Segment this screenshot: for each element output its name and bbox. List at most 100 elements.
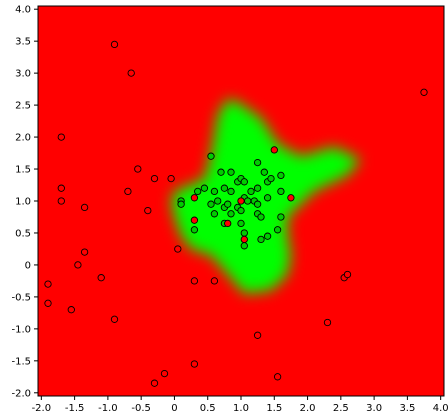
data-point-s0-24 [224, 200, 232, 208]
data-point-s1-28 [343, 270, 352, 279]
data-point-s1-25 [273, 373, 282, 381]
data-point-s0-30 [263, 194, 272, 202]
data-point-s0-43 [273, 226, 282, 234]
data-point-s1-22 [160, 369, 169, 378]
data-point-s0-3 [253, 158, 262, 167]
data-point-s0-36 [277, 213, 285, 221]
data-point-s1-32 [190, 194, 199, 202]
data-points [44, 40, 428, 387]
data-point-s0-4 [260, 168, 268, 176]
data-point-s0-41 [257, 235, 265, 244]
x-axis: -2.0 -1.5 -1.0 -0.5 0 0.5 1.0 1.5 2.0 2.5 3.0 3.5 4.… [32, 396, 448, 414]
data-point-s1-14 [144, 206, 152, 215]
data-point-s1-4 [44, 280, 52, 288]
data-point-s1-6 [67, 306, 75, 314]
data-point-s1-2 [57, 197, 65, 205]
y-axis: 4.0 3.5 3.0 2.5 2.0 1.5 1.0 0.5 0 -0.5 -1.0 -1.5 -2.… [11, 5, 38, 399]
x-tick-label: 0.5 [200, 403, 216, 414]
x-tick-label: 0 [171, 403, 177, 414]
data-point-s0-9 [220, 184, 229, 192]
y-tick-label: 1.0 [15, 197, 31, 208]
data-point-s1-30 [270, 146, 278, 154]
y-tick-label: -2.0 [11, 388, 31, 399]
y-tick-label: 0 [25, 260, 31, 271]
data-point-s0-13 [240, 178, 248, 186]
data-point-s0-18 [277, 187, 285, 196]
data-point-s0-10 [227, 187, 235, 196]
data-point-s0-29 [253, 200, 262, 208]
data-point-s1-5 [44, 299, 52, 307]
data-point-s1-16 [167, 174, 175, 183]
y-tick-label: 2.5 [15, 101, 31, 112]
data-point-s1-24 [253, 331, 262, 339]
data-point-s1-12 [124, 187, 132, 196]
data-point-s1-23 [150, 379, 159, 387]
y-tick-label: 2.0 [15, 133, 31, 144]
data-point-s1-26 [323, 318, 332, 327]
data-point-s1-35 [224, 219, 232, 228]
data-point-s0-31 [210, 210, 219, 218]
data-point-s1-11 [127, 69, 135, 77]
data-point-s1-31 [287, 194, 295, 202]
data-point-s1-17 [174, 245, 182, 253]
data-point-s0-20 [177, 200, 185, 208]
data-point-s1-8 [80, 248, 89, 256]
data-point-s1-1 [57, 184, 65, 192]
data-point-s0-27 [244, 197, 252, 205]
y-tick-label: -0.5 [11, 292, 31, 303]
data-point-s0-1 [217, 168, 225, 176]
data-point-s1-9 [97, 274, 105, 282]
data-point-s1-20 [110, 315, 119, 323]
data-point-s1-15 [150, 174, 159, 183]
x-tick-label: 2.0 [300, 403, 316, 414]
y-tick-label: 3.0 [15, 69, 31, 80]
x-tick-label: 2.5 [333, 403, 349, 414]
data-point-s0-37 [190, 226, 199, 234]
x-tick-label: -0.5 [131, 403, 151, 414]
data-point-s1-10 [110, 40, 119, 49]
data-point-s0-21 [207, 200, 215, 208]
data-point-s1-0 [57, 133, 65, 141]
x-tick-label: 3.5 [399, 403, 415, 414]
x-tick-label: 3.0 [366, 403, 382, 414]
data-point-s1-13 [134, 165, 142, 173]
y-tick-label: 0.5 [15, 228, 31, 239]
data-point-s0-14 [247, 187, 255, 196]
data-point-s0-42 [263, 232, 272, 240]
data-point-s1-36 [240, 235, 248, 244]
data-point-s0-40 [240, 229, 248, 237]
data-point-s1-29 [420, 88, 428, 96]
data-point-s0-44 [240, 242, 248, 250]
x-tick-label: -1.5 [65, 403, 85, 414]
data-point-s1-21 [190, 360, 199, 368]
data-point-s1-33 [237, 197, 245, 205]
data-point-s0-39 [237, 219, 245, 228]
data-point-s1-34 [190, 216, 199, 224]
data-point-s0-33 [237, 206, 245, 215]
x-tick-label: -2.0 [32, 403, 52, 414]
data-point-s0-17 [267, 174, 275, 183]
y-tick-label: 4.0 [15, 5, 31, 16]
data-point-s0-8 [210, 187, 219, 196]
data-point-s0-2 [227, 168, 235, 176]
y-tick-label: 1.5 [15, 165, 31, 176]
x-tick-label: -1.0 [98, 403, 118, 414]
x-tick-label: 4.0 [433, 403, 448, 414]
data-point-s1-18 [190, 277, 199, 285]
y-tick-label: -1.5 [11, 356, 31, 367]
data-point-s0-7 [200, 184, 209, 192]
data-point-s0-32 [227, 210, 235, 218]
data-point-s0-6 [194, 187, 202, 196]
y-tick-label: -1.0 [11, 324, 31, 335]
x-tick-label: 1.0 [233, 403, 249, 414]
data-point-s0-5 [277, 171, 285, 180]
data-point-s0-15 [253, 184, 262, 192]
y-tick-label: 3.5 [15, 37, 31, 48]
data-point-s0-22 [214, 197, 222, 205]
x-tick-label: 1.5 [266, 403, 282, 414]
data-point-s0-35 [257, 213, 265, 221]
data-point-s0-0 [207, 152, 215, 160]
data-point-s1-19 [210, 277, 219, 285]
data-point-s1-3 [80, 203, 89, 212]
